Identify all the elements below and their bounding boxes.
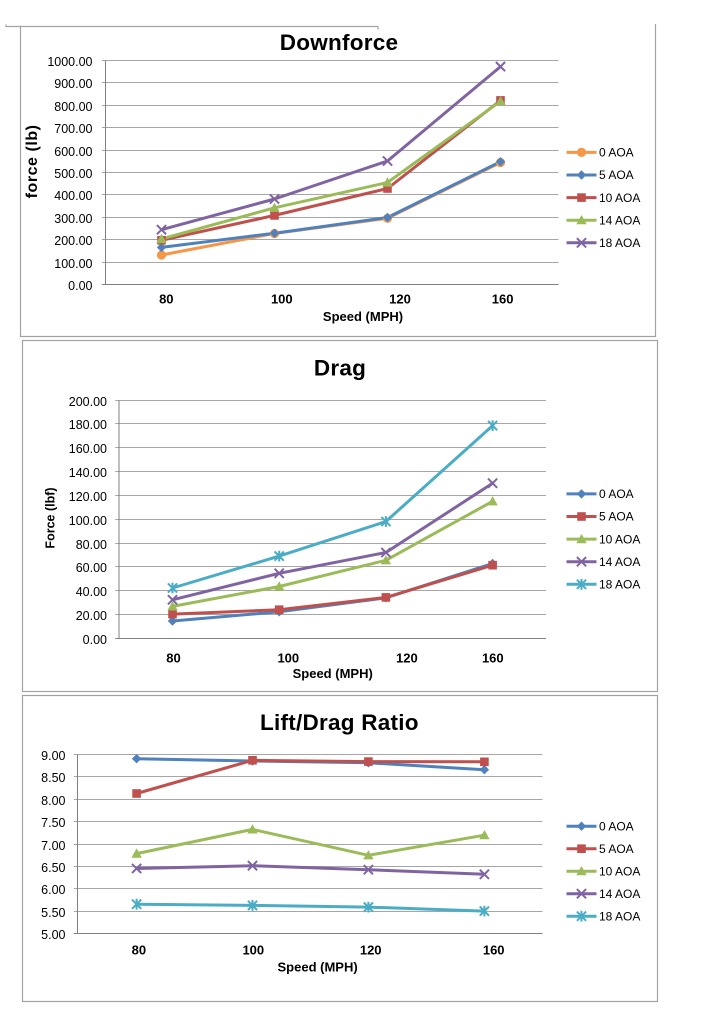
svg-text:Speed (MPH): Speed (MPH): [278, 960, 358, 975]
svg-text:0.00: 0.00: [68, 279, 92, 293]
svg-text:14 AOA: 14 AOA: [599, 887, 640, 901]
svg-text:120: 120: [389, 292, 411, 307]
svg-text:7.50: 7.50: [41, 816, 65, 830]
svg-text:160: 160: [482, 650, 504, 665]
svg-text:180.00: 180.00: [69, 418, 107, 432]
svg-text:900.00: 900.00: [54, 77, 92, 91]
svg-text:18 AOA: 18 AOA: [599, 909, 640, 923]
svg-text:18 AOA: 18 AOA: [599, 578, 640, 592]
svg-text:5 AOA: 5 AOA: [599, 510, 634, 524]
svg-text:120: 120: [360, 943, 382, 958]
svg-text:Drag: Drag: [314, 356, 366, 381]
svg-text:10 AOA: 10 AOA: [599, 864, 640, 878]
svg-text:Lift/Drag Ratio: Lift/Drag Ratio: [260, 710, 419, 735]
svg-text:100.00: 100.00: [54, 257, 92, 271]
svg-text:5 AOA: 5 AOA: [599, 842, 634, 856]
svg-text:100: 100: [271, 292, 293, 307]
svg-text:600.00: 600.00: [54, 145, 92, 159]
svg-text:Speed (MPH): Speed (MPH): [323, 309, 403, 324]
svg-text:0 AOA: 0 AOA: [599, 146, 634, 160]
svg-text:Downforce: Downforce: [280, 30, 399, 55]
svg-text:160: 160: [483, 943, 505, 958]
svg-text:500.00: 500.00: [54, 167, 92, 181]
svg-text:200.00: 200.00: [54, 234, 92, 248]
svg-text:300.00: 300.00: [54, 212, 92, 226]
svg-text:5.50: 5.50: [41, 906, 65, 920]
svg-text:8.50: 8.50: [41, 771, 65, 785]
svg-text:100: 100: [277, 650, 299, 665]
svg-text:18 AOA: 18 AOA: [599, 236, 640, 250]
svg-text:700.00: 700.00: [54, 122, 92, 136]
svg-text:Force (lbf): Force (lbf): [44, 487, 58, 548]
svg-text:0 AOA: 0 AOA: [599, 487, 634, 501]
svg-text:160.00: 160.00: [69, 442, 107, 456]
svg-text:9.00: 9.00: [41, 749, 65, 763]
svg-text:14 AOA: 14 AOA: [599, 555, 640, 569]
svg-text:5.00: 5.00: [41, 928, 65, 942]
svg-text:60.00: 60.00: [76, 561, 107, 575]
svg-text:160: 160: [492, 292, 514, 307]
svg-text:14 AOA: 14 AOA: [599, 213, 640, 227]
svg-text:0 AOA: 0 AOA: [599, 819, 634, 833]
svg-text:20.00: 20.00: [76, 609, 107, 623]
svg-text:140.00: 140.00: [69, 466, 107, 480]
svg-text:6.50: 6.50: [41, 861, 65, 875]
svg-text:40.00: 40.00: [76, 585, 107, 599]
svg-text:force (lb): force (lb): [24, 124, 41, 198]
svg-text:7.00: 7.00: [41, 839, 65, 853]
svg-text:120: 120: [396, 650, 418, 665]
svg-text:10 AOA: 10 AOA: [599, 532, 640, 546]
svg-text:80: 80: [132, 943, 146, 958]
svg-text:Speed (MPH): Speed (MPH): [293, 666, 373, 681]
svg-text:0.00: 0.00: [83, 633, 107, 647]
svg-text:400.00: 400.00: [54, 189, 92, 203]
svg-text:10 AOA: 10 AOA: [599, 191, 640, 205]
svg-text:6.00: 6.00: [41, 883, 65, 897]
svg-text:200.00: 200.00: [69, 395, 107, 409]
svg-text:1000.00: 1000.00: [47, 55, 92, 69]
svg-text:8.00: 8.00: [41, 794, 65, 808]
svg-text:80: 80: [159, 292, 173, 307]
svg-text:80: 80: [166, 650, 180, 665]
svg-text:5 AOA: 5 AOA: [599, 168, 634, 182]
svg-text:80.00: 80.00: [76, 538, 107, 552]
svg-text:120.00: 120.00: [69, 490, 107, 504]
svg-text:100.00: 100.00: [69, 514, 107, 528]
svg-text:800.00: 800.00: [54, 100, 92, 114]
svg-text:100: 100: [242, 943, 264, 958]
